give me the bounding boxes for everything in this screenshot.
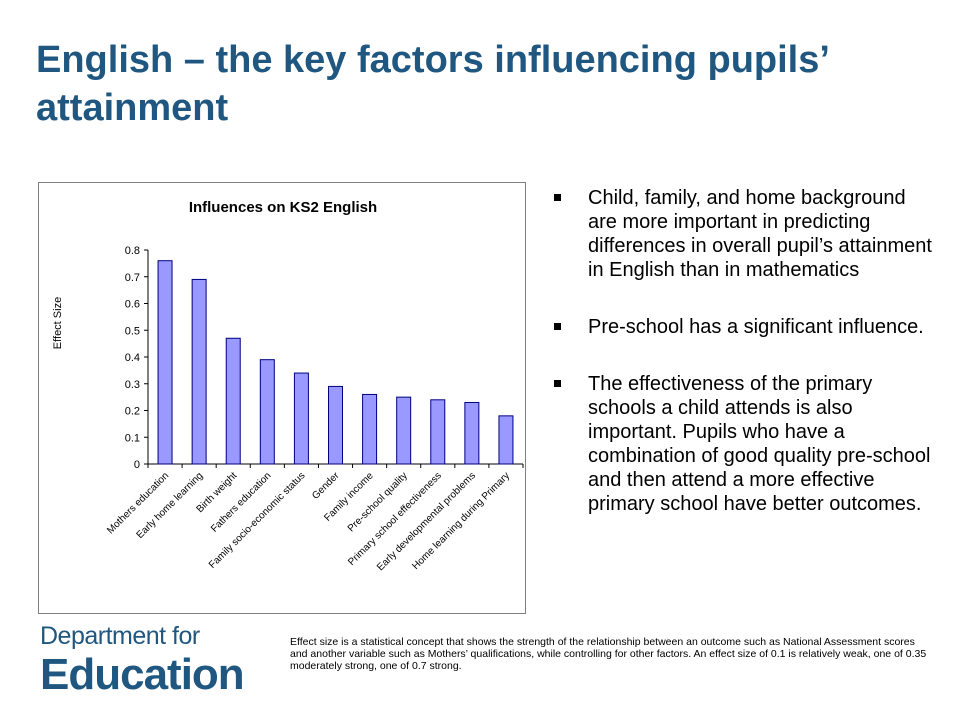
department-for-education-logo: Department for Education [40,622,270,700]
bullet-item: Pre-school has a significant influence. [552,315,936,339]
bullet-text: The effectiveness of the primary schools… [588,373,931,515]
square-bullet-icon [554,323,561,330]
bullet-list: Child, family, and home background are m… [552,186,936,549]
bar [328,385,343,465]
bar [498,415,514,465]
bar [225,337,241,465]
logo-line-2: Education [40,650,245,699]
y-tick-label: 0.5 [125,325,140,337]
x-category-label: Mothers education [105,470,171,536]
x-category-label: Early home learning [135,470,206,541]
y-tick-label: 0 [134,459,140,471]
chart-frame: Influences on KS2 English Effect Size 0 0.1… [38,182,526,614]
bullet-text: Child, family, and home background are m… [588,187,932,281]
bar [191,278,207,465]
y-tick-label: 0.1 [125,432,140,444]
x-category-label: Pre-school quality [346,470,410,534]
footnote: Effect size is a statistical concept tha… [290,636,927,672]
y-tick-label: 0.8 [125,245,140,257]
bar [362,393,378,465]
y-tick-label: 0.4 [125,352,140,364]
page-title: English – the key factors influencing pu… [36,39,828,129]
x-category-label: Fathers education [209,470,273,534]
bar [157,260,173,465]
bullet-item: The effectiveness of the primary schools… [552,372,936,516]
effect-size-bar-chart: Influences on KS2 English Effect Size 0 0.1… [52,199,524,573]
bullet-text: Pre-school has a significant influence. [588,316,924,338]
bar [293,372,309,465]
y-tick-label: 0.6 [125,299,140,311]
bar [464,401,480,465]
logo-line-1: Department for [40,622,200,650]
square-bullet-icon [554,194,561,201]
square-bullet-icon [554,380,561,387]
chart-title: Influences on KS2 English [189,199,377,216]
bar [396,396,412,465]
bar [430,399,446,465]
bar [259,359,275,465]
x-category-label: Gender [310,470,342,502]
bullet-item: Child, family, and home background are m… [552,186,936,282]
y-tick-label: 0.2 [125,406,140,418]
y-tick-label: 0.3 [125,379,140,391]
y-axis-label: Effect Size [52,297,64,349]
y-tick-label: 0.7 [125,272,140,284]
